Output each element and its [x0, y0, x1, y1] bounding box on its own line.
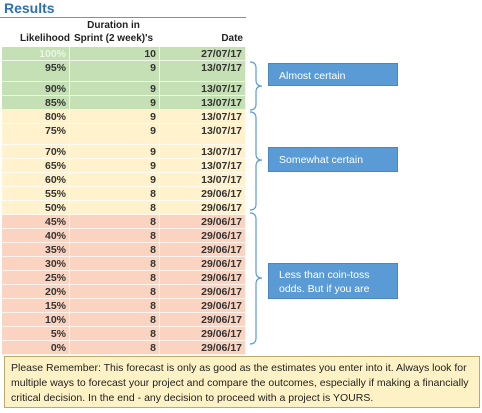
table-cell: 75%	[2, 124, 70, 145]
table-cell: 13/07/17	[160, 145, 246, 159]
table-cell: 30%	[2, 257, 70, 271]
table-cell: 13/07/17	[160, 110, 246, 124]
table-cell: 9	[70, 173, 160, 187]
table-cell: 29/06/17	[160, 243, 246, 257]
column-header: Likelihood	[20, 33, 70, 44]
table-cell: 8	[70, 201, 160, 215]
bracket	[249, 111, 263, 211]
table-cell: 9	[70, 124, 160, 145]
table-cell: 8	[70, 299, 160, 313]
table-cell: 25%	[2, 271, 70, 285]
table-cell: 13/07/17	[160, 96, 246, 110]
table-cell: 9	[70, 159, 160, 173]
table-cell: 50%	[2, 201, 70, 215]
table-cell: 60%	[2, 173, 70, 187]
table-cell: 0%	[2, 341, 70, 355]
table-cell: 8	[70, 257, 160, 271]
table-cell: 8	[70, 285, 160, 299]
table-cell: 10	[70, 47, 160, 61]
table-cell: 8	[70, 187, 160, 201]
table-cell: 35%	[2, 243, 70, 257]
table-cell: 13/07/17	[160, 173, 246, 187]
table-cell: 9	[70, 82, 160, 96]
table-cell: 29/06/17	[160, 313, 246, 327]
table-cell: 29/06/17	[160, 201, 246, 215]
table-cell: 85%	[2, 96, 70, 110]
table-cell: 100%	[2, 47, 70, 61]
table-cell: 80%	[2, 110, 70, 124]
table-cell: 20%	[2, 285, 70, 299]
callout: Somewhat certain	[268, 147, 398, 172]
table-cell: 8	[70, 313, 160, 327]
table-cell: 29/06/17	[160, 299, 246, 313]
table-cell: 29/06/17	[160, 215, 246, 229]
table-cell: 29/06/17	[160, 257, 246, 271]
table-cell: 90%	[2, 82, 70, 96]
table-cell: 29/06/17	[160, 271, 246, 285]
table-cell: 9	[70, 145, 160, 159]
table-cell: 70%	[2, 145, 70, 159]
table-cell: 29/06/17	[160, 229, 246, 243]
table-cell: 13/07/17	[160, 159, 246, 173]
table-cell: 8	[70, 271, 160, 285]
column-header: Date	[221, 33, 243, 44]
table-cell: 65%	[2, 159, 70, 173]
bracket	[249, 61, 263, 111]
table-cell: 9	[70, 96, 160, 110]
table-cell: 10%	[2, 313, 70, 327]
table-cell: 45%	[2, 215, 70, 229]
table-cell: 29/06/17	[160, 341, 246, 355]
table-cell: 9	[70, 61, 160, 82]
table-cell: 29/06/17	[160, 187, 246, 201]
title-rule	[0, 17, 246, 18]
bracket	[249, 212, 263, 345]
table-cell: 27/07/17	[160, 47, 246, 61]
table-cell: 8	[70, 327, 160, 341]
table-cell: 55%	[2, 187, 70, 201]
column-header: Duration in Sprint (2 week)'s	[73, 20, 154, 44]
table-cell: 13/07/17	[160, 82, 246, 96]
table-cell: 29/06/17	[160, 327, 246, 341]
callout: Almost certain	[268, 63, 398, 86]
table-cell: 8	[70, 341, 160, 355]
table-cell: 15%	[2, 299, 70, 313]
table-cell: 5%	[2, 327, 70, 341]
table-cell: 8	[70, 229, 160, 243]
note: Please Remember: This forecast is only a…	[4, 356, 480, 408]
title: Results	[4, 0, 55, 16]
table-cell: 13/07/17	[160, 124, 246, 145]
table-cell: 40%	[2, 229, 70, 243]
table-cell: 9	[70, 110, 160, 124]
table-cell: 8	[70, 215, 160, 229]
table-cell: 8	[70, 243, 160, 257]
table-cell: 95%	[2, 61, 70, 82]
table-cell: 13/07/17	[160, 61, 246, 82]
table-cell: 29/06/17	[160, 285, 246, 299]
callout: Less than coin-toss odds. But if you are…	[268, 263, 398, 309]
